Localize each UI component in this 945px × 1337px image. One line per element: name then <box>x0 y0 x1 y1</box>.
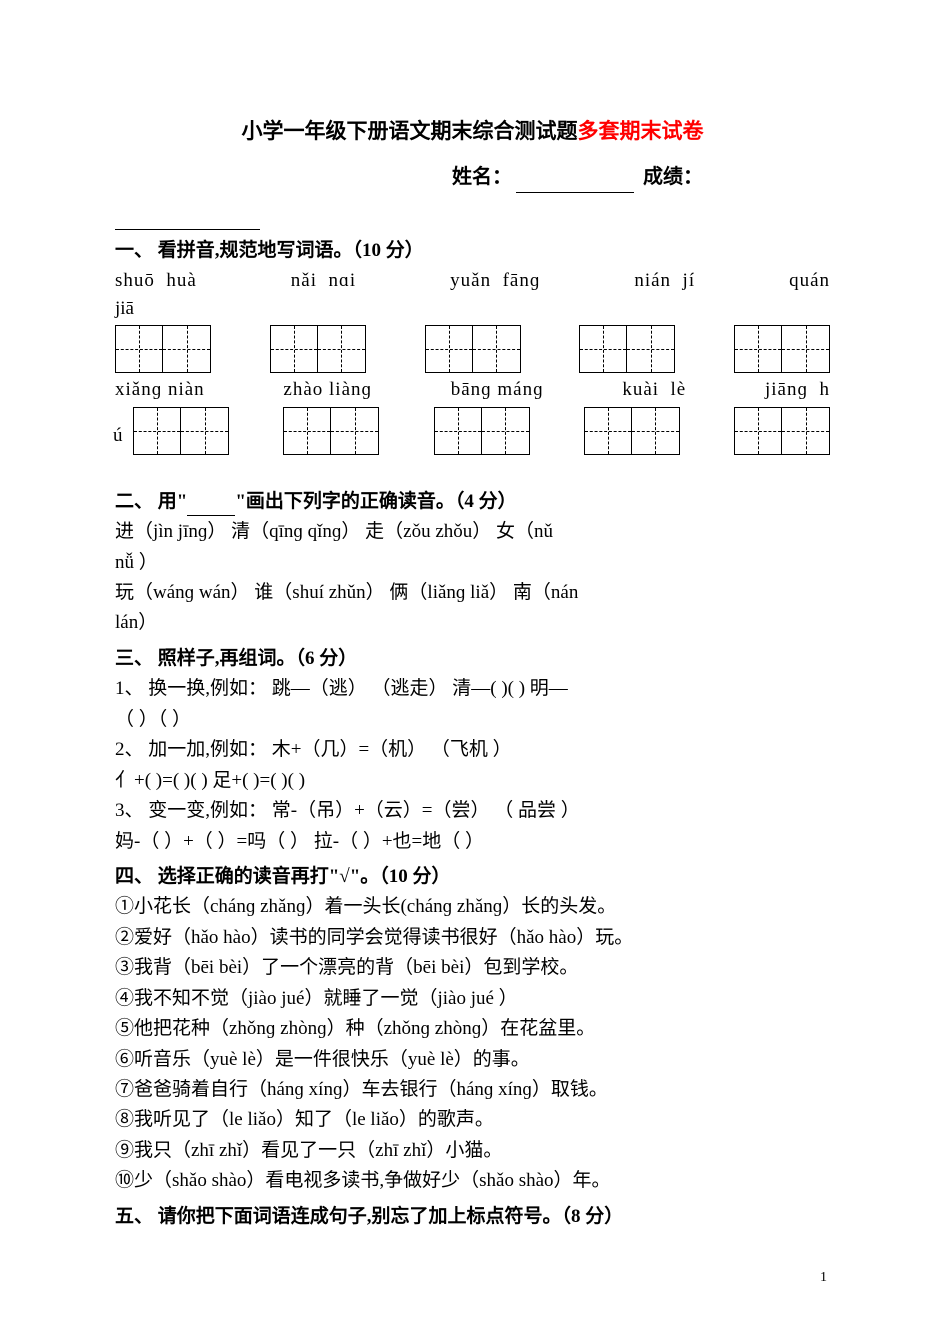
pinyin-group: xiǎnɡ niàn <box>115 375 205 404</box>
pinyin-group: nǎi nɑi <box>291 266 356 295</box>
tianzige-box[interactable] <box>133 407 229 455</box>
s4-line: ⑦爸爸骑着自行（hánɡ xínɡ）车去银行（hánɡ xínɡ）取钱。 <box>115 1075 830 1104</box>
name-label: 姓名： <box>452 166 512 188</box>
s3-line5: 妈-（ ）+（ ）=吗（ ） 拉-（ ）+也=地（ ） <box>115 827 830 856</box>
pinyin-row-2: xiǎnɡ niàn zhào liànɡ bānɡ mánɡ kuài lè … <box>115 375 830 404</box>
score-blank[interactable] <box>115 212 260 230</box>
pinyin-group: yuǎn fānɡ <box>450 266 540 295</box>
s3-line4: 3、 变一变,例如： 常-（吊）+（云）=（尝） （ 品尝 ） <box>115 796 830 825</box>
name-blank[interactable] <box>516 175 634 193</box>
tianzige-box[interactable] <box>425 325 521 373</box>
section-4-header: 四、 选择正确的读音再打"√"。（10 分） <box>115 862 830 891</box>
score-label: 成绩： <box>643 166 703 188</box>
s4-line: ⑨我只（zhī zhǐ）看见了一只（zhī zhǐ）小猫。 <box>115 1136 830 1165</box>
section-5-header: 五、 请你把下面词语连成句子,别忘了加上标点符号。（8 分） <box>115 1202 830 1231</box>
s2-line2: 玩（wánɡ wán） 谁（shuí zhǔn） 俩（liǎnɡ liǎ） 南（… <box>115 578 830 607</box>
s4-line: ①小花长（chánɡ zhǎnɡ）着一头长(chánɡ zhǎnɡ）长的头发。 <box>115 892 830 921</box>
s4-line: ④我不知不觉（jiào jué）就睡了一觉（jiào jué ） <box>115 984 830 1013</box>
tianzige-box[interactable] <box>734 325 830 373</box>
page-title: 小学一年级下册语文期末综合测试题多套期末试卷 <box>115 115 830 148</box>
pinyin-overflow-2: ú <box>113 421 123 450</box>
name-score-line: 姓名： 成绩： <box>115 162 830 193</box>
pinyin-group: zhào liànɡ <box>283 375 372 404</box>
section-3-header: 三、 照样子,再组词。（6 分） <box>115 644 830 673</box>
s4-line: ③我背（bēi bèi）了一个漂亮的背（bēi bèi）包到学校。 <box>115 953 830 982</box>
pinyin-group: quán <box>789 266 830 295</box>
s4-line: ②爱好（hǎo hào）读书的同学会觉得读书很好（hǎo hào）玩。 <box>115 923 830 952</box>
tianzige-box[interactable] <box>283 407 379 455</box>
s4-line: ⑧我听见了（le liǎo）知了（le liǎo）的歌声。 <box>115 1105 830 1134</box>
tianzige-box[interactable] <box>734 407 830 455</box>
section-1-header: 一、 看拼音,规范地写词语。（10 分） <box>115 236 830 265</box>
tianzige-box[interactable] <box>115 325 211 373</box>
s4-line: ⑩少（shǎo shào）看电视多读书,争做好少（shǎo shào）年。 <box>115 1166 830 1195</box>
tianzige-box[interactable] <box>270 325 366 373</box>
pinyin-group: shuō huà <box>115 266 197 295</box>
tianzige-box[interactable] <box>579 325 675 373</box>
pinyin-group: kuài lè <box>622 375 686 404</box>
s2-line2b: lán） <box>115 608 830 637</box>
s4-line: ⑥听音乐（yuè lè）是一件很快乐（yuè lè）的事。 <box>115 1045 830 1074</box>
title-red: 多套期末试卷 <box>578 119 704 143</box>
pinyin-group: bānɡ mánɡ <box>451 375 544 404</box>
title-black: 小学一年级下册语文期末综合测试题 <box>242 119 578 143</box>
pinyin-group: nián jí <box>634 266 695 295</box>
s2-line1: 进（jìn jīnɡ） 清（qīnɡ qǐnɡ） 走（zǒu zhǒu） 女（n… <box>115 517 830 546</box>
s3-line2: 2、 加一加,例如： 木+（几）=（机） （飞机 ） <box>115 735 830 764</box>
pinyin-overflow-1: jiā <box>115 294 830 323</box>
s3-line3: 亻+( )=( )( ) 足+( )=( )( ) <box>115 766 830 795</box>
section-2-header: 二、 用""画出下列字的正确读音。（4 分） <box>115 487 830 516</box>
boxes-row-1 <box>115 325 830 373</box>
s3-line1: 1、 换一换,例如： 跳—（逃） （逃走） 清—( )( ) 明— <box>115 674 830 703</box>
boxes-row-2: ú <box>115 407 830 455</box>
tianzige-box[interactable] <box>434 407 530 455</box>
pinyin-row-1: shuō huà nǎi nɑi yuǎn fānɡ nián jí quán <box>115 266 830 295</box>
s4-line: ⑤他把花种（zhǒnɡ zhònɡ）种（zhǒnɡ zhònɡ）在花盆里。 <box>115 1014 830 1043</box>
tianzige-box[interactable] <box>584 407 680 455</box>
page-number: 1 <box>820 1267 827 1289</box>
pinyin-group: jiānɡ h <box>765 375 830 404</box>
s3-line1b: （ ）（ ） <box>115 705 830 734</box>
s2-line1b: nǚ ） <box>115 548 830 577</box>
